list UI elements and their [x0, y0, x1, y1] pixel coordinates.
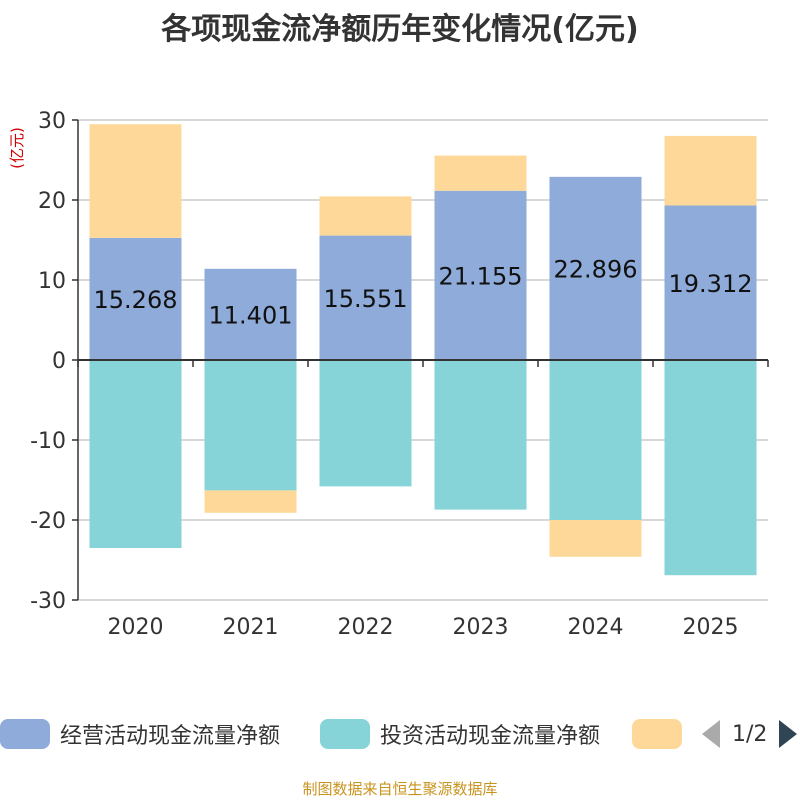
y-tick-label: -20 — [30, 509, 66, 534]
bar-series-0-2023[interactable] — [434, 190, 527, 360]
legend-item-financing[interactable] — [632, 716, 682, 752]
legend: 经营活动现金流量净额 投资活动现金流量净额 1/2 — [0, 716, 800, 752]
x-tick-label: 2025 — [683, 615, 739, 640]
x-tick-label: 2024 — [568, 615, 624, 640]
legend-swatch-financing — [632, 719, 682, 749]
axes: 30 20 10 0 -10 -20 -30 2020 2021 2022 2023 2024 2025 — [30, 109, 769, 640]
bar-series-2-2023[interactable] — [434, 155, 527, 191]
y-tick-label: -10 — [30, 429, 66, 454]
prev-page-icon[interactable] — [702, 720, 720, 748]
y-axis-label: (亿元) — [8, 127, 26, 169]
bar-chart: 30 20 10 0 -10 -20 -30 2020 2021 2022 2023 2024 2025… — [8, 109, 769, 640]
data-label: 19.312 — [669, 270, 753, 298]
bar-series-2-2025[interactable] — [664, 135, 757, 206]
legend-label-investing: 投资活动现金流量净额 — [380, 724, 601, 749]
legend-label-operating: 经营活动现金流量净额 — [60, 724, 281, 749]
bar-series-1-2023[interactable] — [434, 360, 527, 510]
x-tick-label: 2020 — [108, 615, 164, 640]
x-tick-label: 2023 — [453, 615, 509, 640]
legend-item-investing[interactable]: 投资活动现金流量净额 — [320, 716, 600, 752]
bar-series-1-2022[interactable] — [319, 360, 412, 487]
data-label: 15.268 — [94, 286, 178, 314]
bar-series-0-2021[interactable] — [204, 268, 297, 360]
data-label: 11.401 — [209, 301, 293, 329]
source-note: 制图数据来自恒生聚源数据库 — [302, 780, 498, 798]
bar-series-0-2025[interactable] — [664, 205, 757, 360]
x-tick-label: 2021 — [223, 615, 279, 640]
y-tick-label: 10 — [38, 269, 66, 294]
data-labels: 15.268 11.401 15.551 21.155 22.896 19.312 — [94, 255, 753, 329]
legend-item-operating[interactable]: 经营活动现金流量净额 — [0, 716, 280, 752]
legend-swatch-operating — [0, 719, 50, 749]
bar-series-2-2021[interactable] — [204, 490, 297, 513]
grid-lines — [78, 119, 768, 601]
data-label: 21.155 — [439, 262, 523, 290]
y-tick-label: -30 — [30, 589, 66, 614]
bar-series-2-2020[interactable] — [89, 124, 182, 238]
bar-series-1-2020[interactable] — [89, 360, 182, 548]
bar-series-1-2021[interactable] — [204, 360, 297, 491]
bar-series-1-2025[interactable] — [664, 360, 757, 576]
data-label: 22.896 — [554, 255, 638, 283]
chart-title: 各项现金流净额历年变化情况(亿元) — [161, 12, 639, 47]
next-page-icon[interactable] — [779, 720, 798, 748]
legend-swatch-investing — [320, 719, 370, 749]
bar-series-2-2022[interactable] — [319, 196, 412, 236]
bar-series-0-2024[interactable] — [549, 176, 642, 360]
y-tick-label: 20 — [38, 189, 66, 214]
bar-series-1-2024[interactable] — [549, 360, 642, 520]
legend-pager: 1/2 — [702, 716, 798, 752]
bars — [89, 124, 757, 576]
bar-series-0-2020[interactable] — [89, 237, 182, 360]
y-tick-label: 0 — [52, 349, 66, 374]
data-label: 15.551 — [324, 285, 408, 313]
x-tick-label: 2022 — [338, 615, 394, 640]
page-indicator: 1/2 — [732, 721, 768, 747]
bar-series-0-2022[interactable] — [319, 235, 412, 360]
bar-series-2-2024[interactable] — [549, 520, 642, 557]
y-tick-label: 30 — [38, 109, 66, 134]
